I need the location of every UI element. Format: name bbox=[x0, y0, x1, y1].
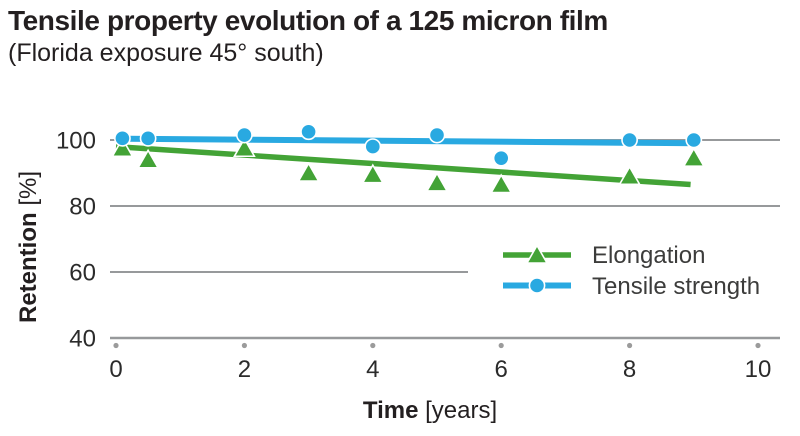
tensile-strength-point bbox=[300, 123, 317, 141]
x-tick-dot-10 bbox=[755, 342, 761, 349]
legend-label-elongation: Elongation bbox=[592, 242, 705, 269]
elongation-point bbox=[361, 163, 385, 184]
tensile-strength-point bbox=[139, 129, 157, 147]
tensile-strength-point bbox=[492, 149, 510, 167]
elongation-point bbox=[618, 165, 641, 186]
page-subtitle: (Florida exposure 45° south) bbox=[8, 39, 324, 67]
tensile-strength-point bbox=[114, 129, 131, 147]
x-axis-label-unit: [years] bbox=[425, 397, 498, 424]
elongation-point bbox=[489, 173, 513, 194]
y-tick-label-80: 80 bbox=[69, 194, 96, 221]
x-tick-dot-8 bbox=[627, 342, 633, 349]
tensile-strength-point bbox=[364, 138, 382, 155]
elongation-point bbox=[233, 137, 256, 158]
elongation-trendline bbox=[115, 143, 691, 188]
x-tick-dot-6 bbox=[498, 342, 504, 349]
elongation-point bbox=[425, 171, 449, 192]
x-tick-label-6: 6 bbox=[495, 356, 508, 383]
x-tick-label-0: 0 bbox=[109, 356, 122, 383]
elongation-point bbox=[297, 161, 320, 182]
plot-layer: 100 80 60 40 0 2 4 6 8 10 bbox=[56, 123, 780, 383]
legend-tensile-strength-marker bbox=[528, 277, 546, 294]
tensile-strength-point bbox=[685, 131, 703, 149]
x-tick-dot-2 bbox=[241, 342, 247, 349]
elongation-point bbox=[682, 147, 706, 167]
x-axis-label: Time [years] bbox=[363, 397, 497, 425]
tensile-strength-point bbox=[621, 131, 638, 149]
x-tick-label-4: 4 bbox=[366, 356, 379, 383]
x-tick-label-8: 8 bbox=[623, 356, 636, 383]
x-tick-dot-0 bbox=[113, 342, 119, 349]
y-tick-label-40: 40 bbox=[69, 326, 96, 353]
x-axis-label-name: Time bbox=[362, 397, 419, 424]
x-tick-label-10: 10 bbox=[745, 356, 772, 383]
tensile-strength-point bbox=[428, 126, 446, 144]
tensile-strength-trendline bbox=[115, 135, 698, 147]
legend-elongation-marker bbox=[525, 243, 549, 264]
elongation-point bbox=[136, 148, 160, 169]
tensile-strength-point bbox=[235, 126, 253, 144]
elongation-point bbox=[111, 137, 134, 158]
page-title: Tensile property evolution of a 125 micr… bbox=[8, 5, 608, 36]
x-tick-label-2: 2 bbox=[238, 356, 251, 383]
y-tick-label-100: 100 bbox=[56, 128, 96, 155]
legend-label-tensile-strength: Tensile strength bbox=[592, 273, 760, 300]
y-tick-label-60: 60 bbox=[69, 260, 96, 287]
x-tick-dot-4 bbox=[370, 342, 376, 349]
